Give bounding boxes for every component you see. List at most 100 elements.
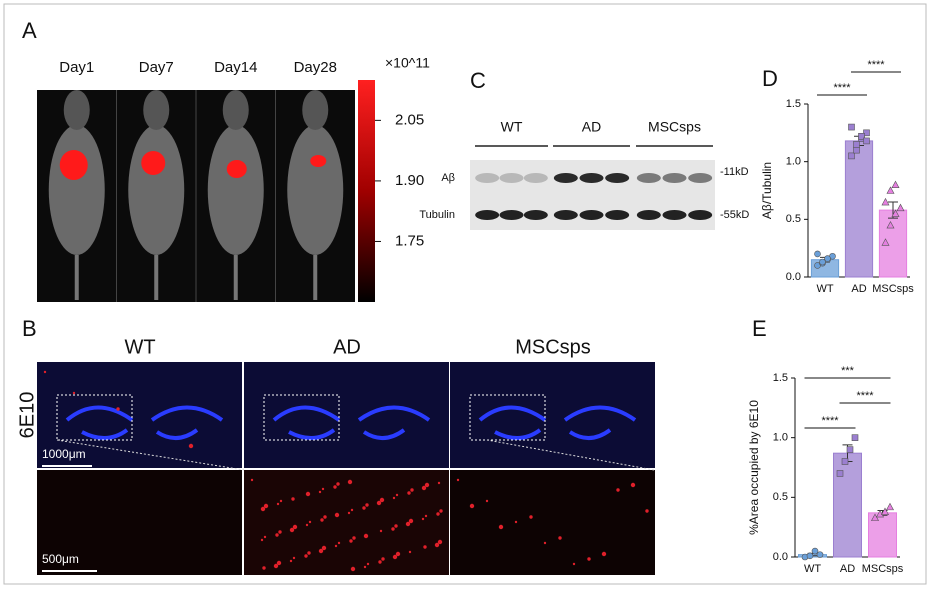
plaque xyxy=(379,497,385,503)
sig-label: **** xyxy=(833,82,851,94)
plaque xyxy=(423,545,427,549)
band xyxy=(523,210,548,220)
band xyxy=(605,173,630,183)
x-tick-label: MSCsps xyxy=(872,283,914,295)
band xyxy=(636,210,661,220)
sig-label: *** xyxy=(841,365,855,377)
size-label: -55kD xyxy=(720,209,749,221)
data-point xyxy=(848,152,855,160)
data-point xyxy=(853,146,860,154)
data-point xyxy=(886,186,895,194)
plaque xyxy=(587,557,591,561)
plaque xyxy=(616,488,620,492)
plaque xyxy=(572,562,576,566)
y-tick-label: 0.5 xyxy=(773,491,788,503)
plaque xyxy=(321,487,325,491)
mouse-head xyxy=(63,90,90,130)
plaque xyxy=(424,482,430,488)
y-tick-label: 0.0 xyxy=(786,271,801,283)
plaque xyxy=(630,482,636,488)
day-label: Day14 xyxy=(214,59,257,76)
panel-label: B xyxy=(22,316,37,341)
zoom-image xyxy=(37,470,242,575)
band xyxy=(553,173,578,183)
plaque xyxy=(304,554,308,558)
plaque xyxy=(381,557,385,561)
colorbar-tick-label: 1.75 xyxy=(395,232,424,249)
plaque xyxy=(318,490,322,494)
plaque xyxy=(273,563,279,569)
data-point xyxy=(885,502,895,511)
group-label: WT xyxy=(501,119,523,135)
roi-box xyxy=(56,394,133,441)
signal xyxy=(59,150,88,180)
plaque xyxy=(333,485,337,489)
mouse-body xyxy=(128,125,185,255)
plaque xyxy=(43,370,47,374)
roi-box xyxy=(469,394,546,441)
plaque xyxy=(395,551,401,557)
plaque xyxy=(307,551,311,555)
group-label: MSCsps xyxy=(515,336,591,358)
data-point xyxy=(806,552,814,560)
plaque xyxy=(362,506,366,510)
zoom-line xyxy=(486,439,655,471)
plaque xyxy=(320,518,324,522)
plaque xyxy=(456,478,460,482)
plaque xyxy=(395,493,399,497)
panel-label: A xyxy=(22,18,37,43)
data-point xyxy=(880,507,890,515)
sig-label: **** xyxy=(856,390,874,402)
zoom-image xyxy=(450,470,655,575)
data-point xyxy=(870,513,880,521)
data-point xyxy=(886,220,895,229)
band xyxy=(579,210,604,220)
band xyxy=(475,173,500,183)
data-point xyxy=(851,434,859,441)
plaque xyxy=(292,524,298,530)
plaque xyxy=(352,536,356,540)
plaque xyxy=(408,550,412,554)
y-tick-label: 1.0 xyxy=(786,156,801,168)
colorbar-tick-label: 1.90 xyxy=(395,172,424,189)
plaque xyxy=(421,517,425,521)
x-tick-label: AD xyxy=(851,283,866,295)
plaque xyxy=(407,491,411,495)
x-tick-label: WT xyxy=(816,283,833,295)
plaque xyxy=(436,512,440,516)
plaque xyxy=(424,514,428,518)
plaque xyxy=(350,508,354,512)
x-tick-label: WT xyxy=(804,563,821,575)
band xyxy=(662,210,687,220)
colorbar-tick-label: 2.05 xyxy=(395,111,424,128)
band xyxy=(688,173,713,183)
group-label: MSCsps xyxy=(648,119,701,135)
band xyxy=(499,210,524,220)
data-point xyxy=(816,551,824,558)
band xyxy=(636,173,661,183)
plaque xyxy=(379,529,383,533)
y-tick-label: 1.0 xyxy=(773,432,788,444)
plaque xyxy=(318,548,324,554)
plaque xyxy=(347,479,353,485)
data-point xyxy=(841,458,849,465)
plaque xyxy=(337,541,341,545)
panel-label: C xyxy=(470,68,486,93)
sig-label: **** xyxy=(821,415,839,427)
plaque xyxy=(392,496,396,500)
data-point xyxy=(819,258,826,266)
plaque xyxy=(349,539,353,543)
plaque xyxy=(558,536,562,540)
plaque xyxy=(323,515,327,519)
plaque xyxy=(250,478,254,482)
day-label: Day7 xyxy=(139,59,174,76)
plaque xyxy=(391,527,395,531)
hippocampus xyxy=(65,405,224,440)
y-axis-label: %Area occupied by 6E10 xyxy=(747,400,761,535)
mouse-body xyxy=(287,125,344,255)
plaque xyxy=(394,524,398,528)
plaque xyxy=(543,541,547,545)
data-point xyxy=(863,129,870,137)
plaque xyxy=(279,499,283,503)
data-point xyxy=(853,141,860,148)
